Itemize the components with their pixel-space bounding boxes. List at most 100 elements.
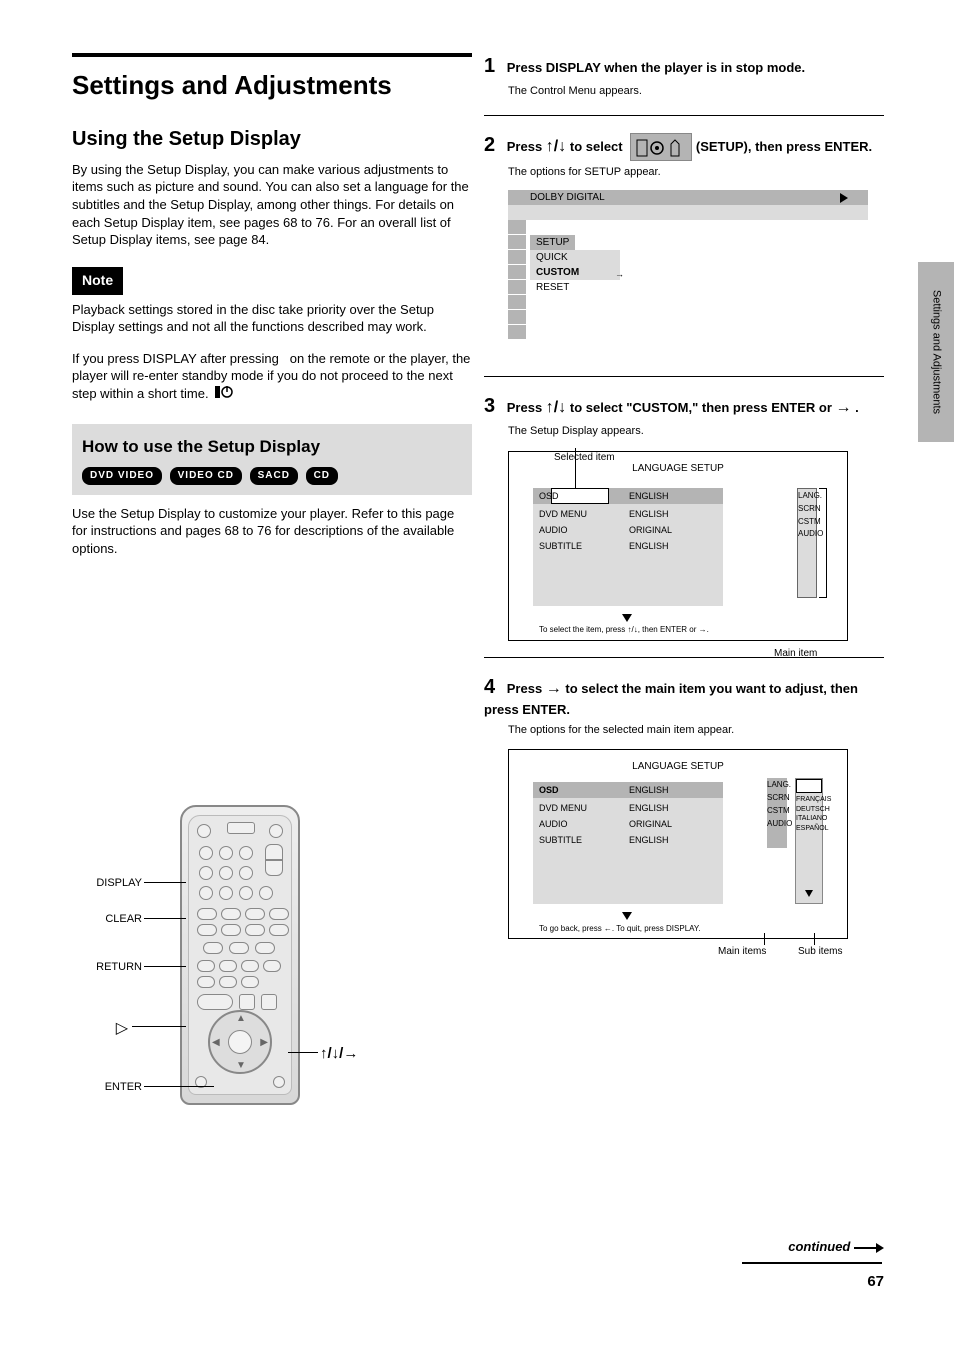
remote-btn-vol-down <box>265 860 283 876</box>
row-osd-label: OSD <box>539 490 559 502</box>
setup-screen-1: LANGUAGE SETUP OSD ENGLISH DVD MENU ENGL… <box>508 451 848 641</box>
step1-sub: The Control Menu appears. <box>508 84 884 99</box>
step3-arrow-right: → <box>836 399 852 416</box>
setup-selected: SETUP <box>530 235 575 250</box>
screen2-title: LANGUAGE SETUP <box>509 760 847 774</box>
remote-btn-ff <box>241 960 259 972</box>
callout-line-main <box>764 933 765 945</box>
howto-title: How to use the Setup Display <box>82 436 462 459</box>
remote-btn-o2 <box>221 908 241 920</box>
menu-header: DOLBY DIGITAL <box>508 190 868 205</box>
setup-opt-reset: RESET <box>530 280 620 295</box>
label-enter: ENTER <box>72 1080 142 1095</box>
line-enter <box>144 1086 214 1087</box>
line-arrows <box>288 1052 318 1053</box>
remote-btn-display <box>199 886 213 900</box>
remote-switch <box>227 822 255 834</box>
left-column: Settings and Adjustments Using the Setup… <box>72 53 472 557</box>
remote-btn-p4 <box>269 924 289 936</box>
remote-btn-vol-up <box>265 844 283 860</box>
continued-text: continued <box>788 1239 850 1254</box>
main-items-col-2: LANG. SCRN CSTM AUDIO <box>767 778 787 848</box>
setup-icon <box>630 133 692 161</box>
intro-paragraph: By using the Setup Display, you can make… <box>72 161 472 249</box>
note-text: Playback settings stored in the disc tak… <box>72 301 472 336</box>
badge-video-cd: VIDEO CD <box>170 467 242 485</box>
badge-dvd-video: DVD VIDEO <box>82 467 162 485</box>
sub-item-selected-box <box>796 779 822 793</box>
step4-pre: Press <box>507 681 546 696</box>
screen2-osd-label: OSD <box>539 784 559 796</box>
s2-row3-val: ENGLISH <box>629 834 669 846</box>
remote-btn-t3 <box>241 976 259 988</box>
line-return <box>144 966 186 967</box>
right-column: 1 Press DISPLAY when the player is in st… <box>484 53 884 965</box>
step-1: 1 Press DISPLAY when the player is in st… <box>484 53 884 99</box>
screen2-sel-band <box>533 782 723 798</box>
page-number: 67 <box>867 1272 884 1292</box>
line-play <box>132 1026 186 1027</box>
menu-header-label: DOLBY DIGITAL <box>530 190 605 205</box>
label-play: ▷ <box>88 1018 128 1040</box>
remote-btn-power <box>269 824 283 838</box>
row-osd-val: ENGLISH <box>629 490 669 502</box>
rule-2 <box>484 376 884 377</box>
remote-btn-p3 <box>245 924 265 936</box>
remote-btn-t2 <box>219 976 237 988</box>
step3-number: 3 <box>484 395 495 417</box>
badge-cd: CD <box>306 467 338 485</box>
remote-btn-o1 <box>197 908 217 920</box>
screen1-title: LANGUAGE SETUP <box>509 462 847 476</box>
remote-btn-q3 <box>255 942 275 954</box>
sub-items-col: FRANÇAIS DEUTSCH ITALIANO ESPAÑOL <box>795 778 823 904</box>
remote-btn-o3 <box>245 908 265 920</box>
main-item-0: LANG. <box>798 489 816 502</box>
sub-item-4: ESPAÑOL <box>796 824 822 833</box>
remote-btn-c2 <box>219 886 233 900</box>
sub-item-3: ITALIANO <box>796 814 822 823</box>
control-menu: DOLBY DIGITAL SETUP QUICK <box>508 190 868 360</box>
step4-number: 4 <box>484 676 495 698</box>
step4-text: Press → to select the main item you want… <box>484 681 858 717</box>
row-subtitle-val: ENGLISH <box>629 540 669 552</box>
step2-post: (SETUP), then press ENTER. <box>696 139 872 154</box>
remote-enter-button <box>228 1030 252 1054</box>
s2-row2-val: ORIGINAL <box>629 818 672 830</box>
remote-btn-p1 <box>197 924 217 936</box>
setup-opt-custom: CUSTOM → <box>530 265 620 280</box>
s2-main-0: LANG. <box>767 778 787 791</box>
remote-btn-clear <box>259 886 273 900</box>
step2-pre: Press <box>507 139 546 154</box>
row-audio-label: AUDIO <box>539 524 568 536</box>
page-root: Settings and Adjustments Settings and Ad… <box>0 0 954 1352</box>
rule-3 <box>484 657 884 658</box>
remote-btn-play <box>197 994 233 1010</box>
badge-sacd: SACD <box>250 467 298 485</box>
power-note-text: If you press DISPLAY after pressing on t… <box>72 351 470 401</box>
setup-screen-2: LANGUAGE SETUP OSD ENGLISH DVD MENU ENGL… <box>508 749 848 939</box>
main-item-3: AUDIO <box>798 527 816 540</box>
row-dvdmenu-val: ENGLISH <box>629 508 669 520</box>
setup-opt-quick: QUICK <box>530 250 620 265</box>
step4-arrow-right: → <box>546 680 562 697</box>
note-label: Note <box>72 267 123 295</box>
step2-arrows: ↑/↓ <box>546 138 566 155</box>
screen1-sel-box <box>551 488 609 504</box>
remote-btn-pause <box>239 994 255 1010</box>
footer-rule <box>742 1262 882 1264</box>
remote-dpad: ▲ ▼ ◀ ▶ <box>208 1010 272 1074</box>
remote-btn-q2 <box>229 942 249 954</box>
continued-label: continued <box>788 1238 884 1256</box>
setup-opt-custom-label: CUSTOM <box>536 267 579 278</box>
screen1-connector <box>819 488 827 598</box>
main-item-2: CSTM <box>798 515 816 528</box>
remote-btn-a3 <box>239 846 253 860</box>
label-return: RETURN <box>72 960 142 975</box>
remote-btn-c3 <box>239 886 253 900</box>
step1-number: 1 <box>484 55 495 77</box>
step2-sub: The options for SETUP appear. <box>508 165 884 180</box>
label-display: DISPLAY <box>72 876 142 891</box>
step4-sub: The options for the selected main item a… <box>508 723 884 738</box>
step3-sub: The Setup Display appears. <box>508 424 884 439</box>
screen2-osd-val: ENGLISH <box>629 784 669 796</box>
